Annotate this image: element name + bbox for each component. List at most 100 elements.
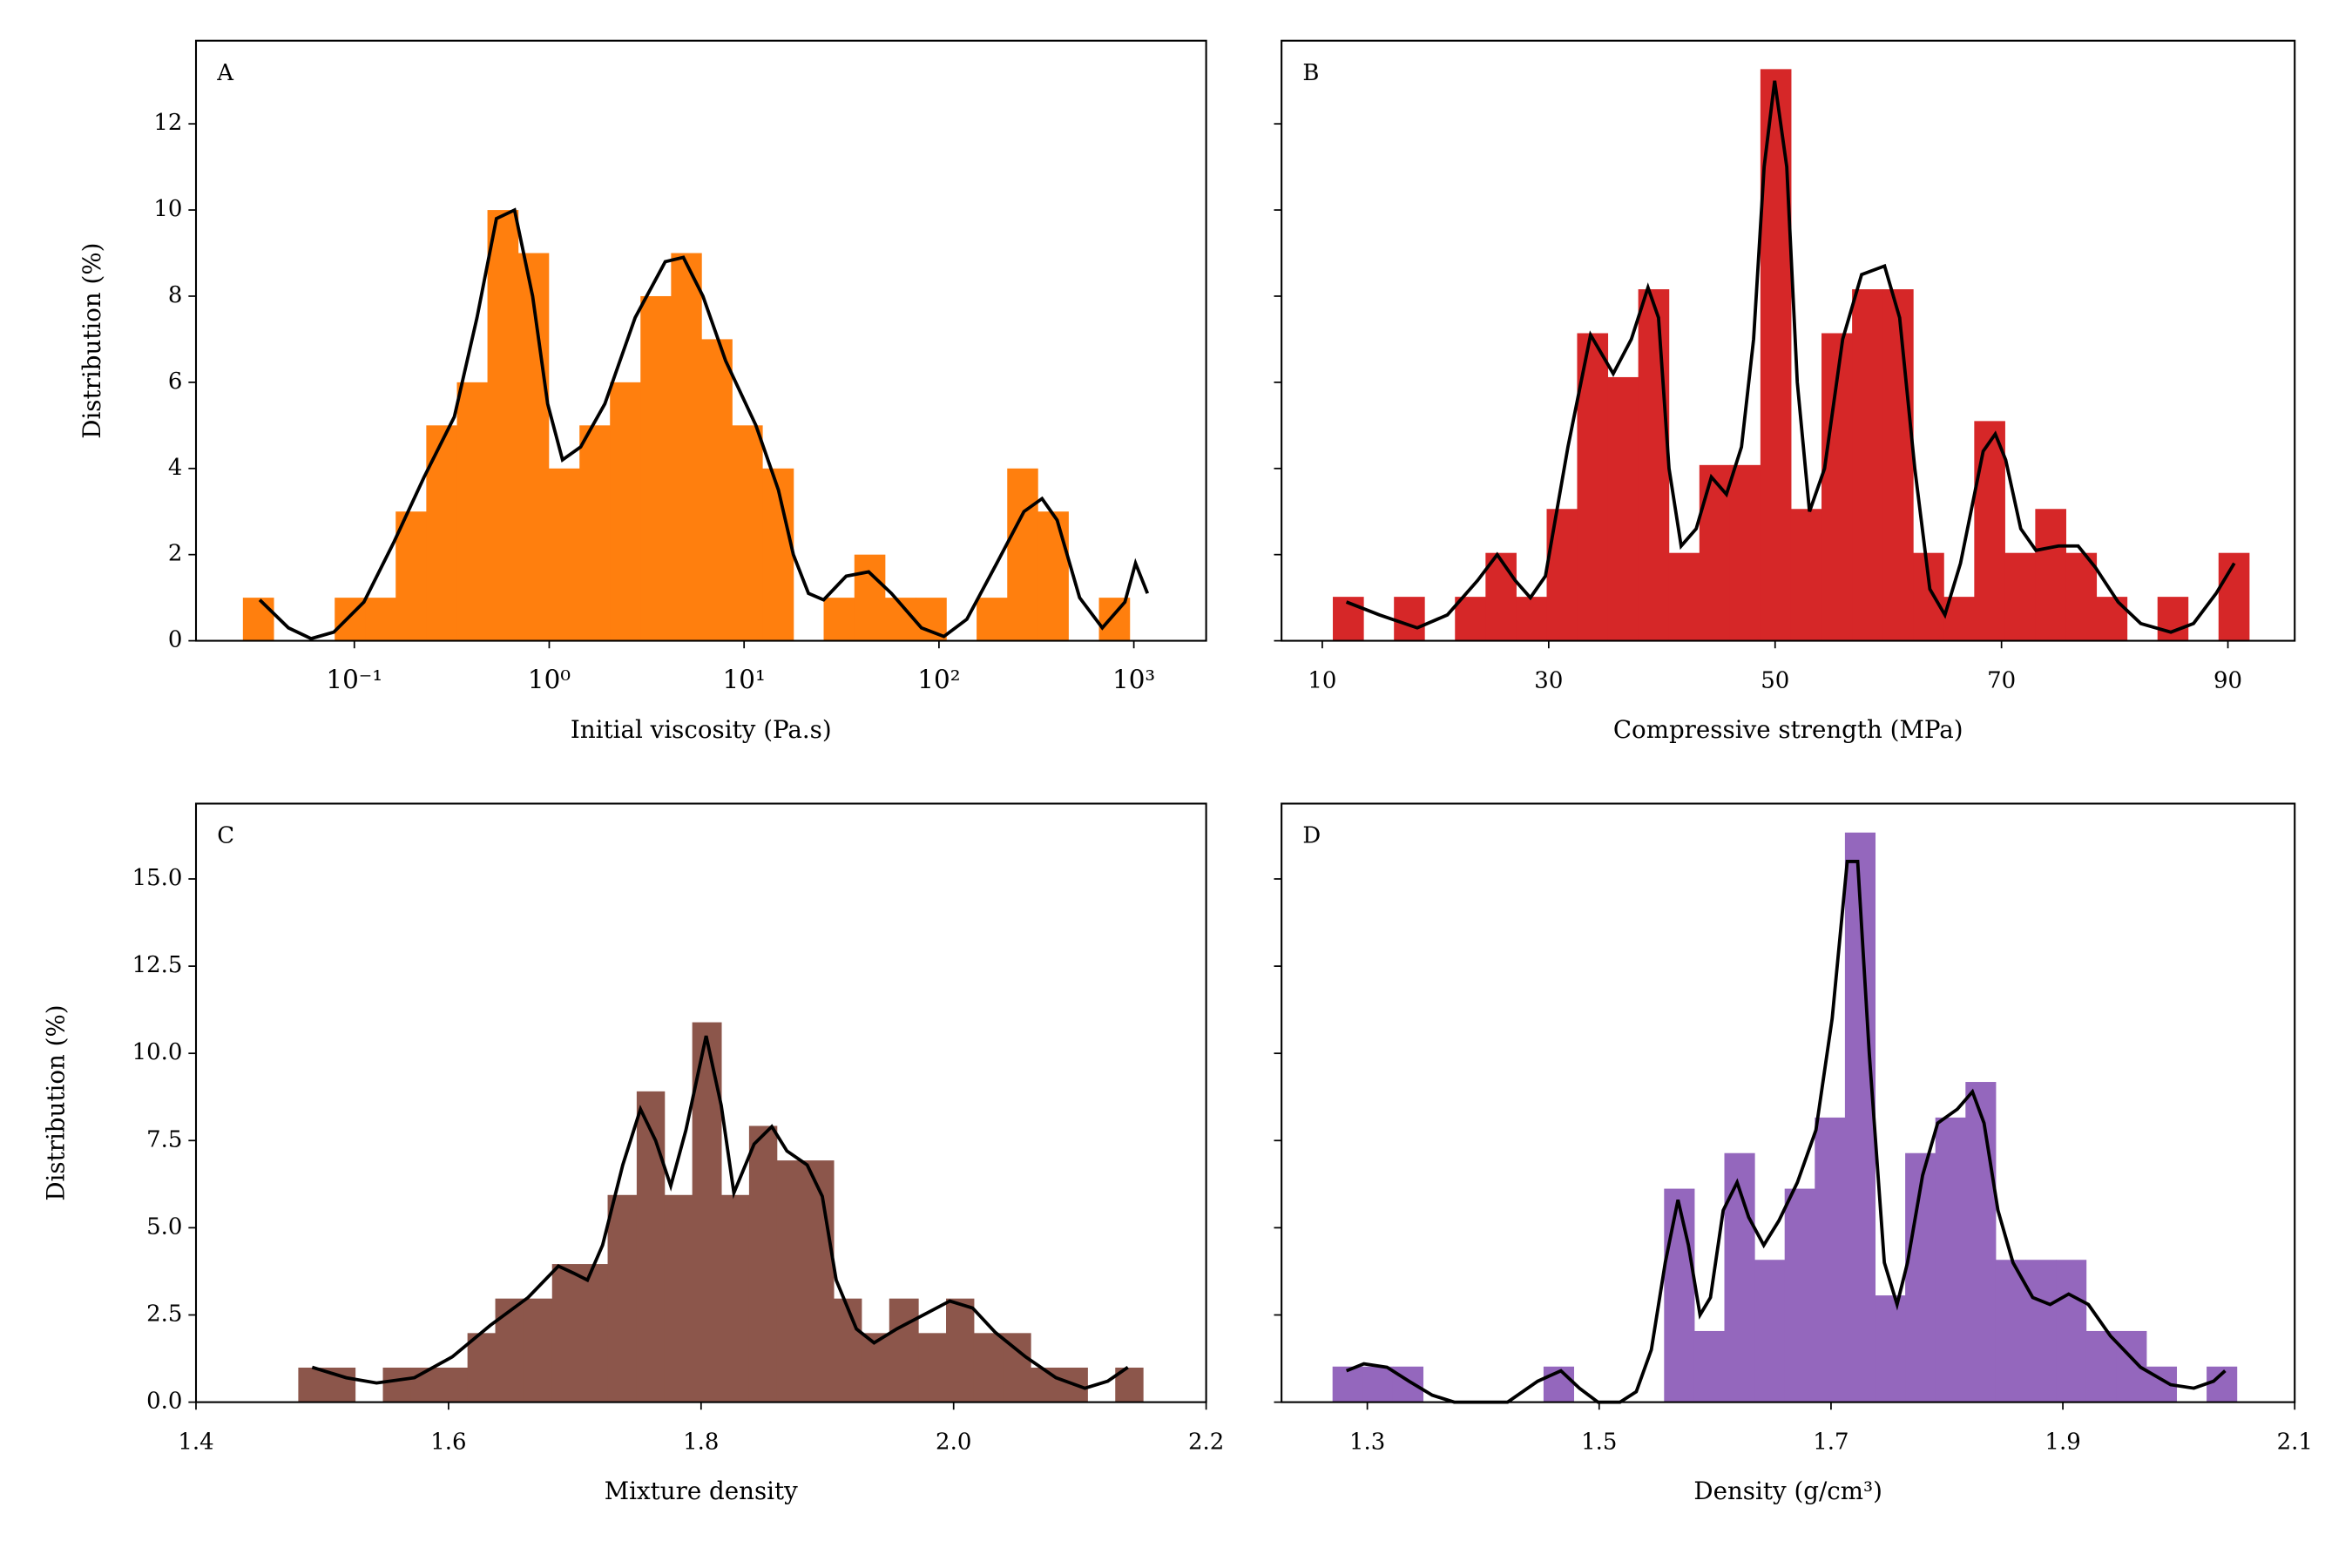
- axes-frame: [194, 39, 1207, 642]
- bar: [610, 382, 641, 641]
- bar: [1935, 1117, 1966, 1402]
- bar: [1965, 1082, 1997, 1402]
- bar: [2218, 552, 2250, 641]
- x-tick-label: 90: [2213, 667, 2242, 693]
- bar: [1852, 289, 1883, 641]
- panel-label: D: [1302, 823, 1321, 849]
- bar: [1693, 1330, 1726, 1402]
- y-tick-label: 8: [168, 282, 183, 308]
- bar: [2085, 1330, 2117, 1402]
- bar: [607, 1194, 638, 1402]
- bar: [1729, 464, 1761, 641]
- y-tick-label: 10: [153, 196, 182, 222]
- bar: [1455, 597, 1486, 641]
- bar: [1815, 1117, 1846, 1402]
- bar: [861, 1333, 890, 1402]
- y-tick-label: 2: [168, 541, 183, 567]
- bar: [918, 1333, 947, 1402]
- bar: [664, 1194, 693, 1402]
- bar: [1003, 1333, 1031, 1402]
- bar: [2025, 1260, 2057, 1402]
- kde-line: [1345, 860, 2227, 1404]
- bar: [732, 425, 763, 641]
- bar: [916, 598, 947, 641]
- bar: [1577, 333, 1609, 641]
- bar: [889, 1298, 919, 1402]
- bar: [1607, 376, 1639, 641]
- y-tick-label: 4: [168, 455, 183, 481]
- bar: [973, 1333, 1004, 1402]
- bar: [2004, 552, 2036, 641]
- bar: [523, 1298, 553, 1402]
- y-tick-label: 15.0: [132, 865, 183, 891]
- bar: [579, 425, 611, 641]
- bar: [579, 1264, 609, 1402]
- x-axis-label: Compressive strength (MPa): [1613, 715, 1963, 744]
- x-tick-label: 70: [1987, 667, 2016, 693]
- bar: [2096, 597, 2128, 641]
- bar: [456, 382, 489, 641]
- bar: [298, 1367, 327, 1402]
- bar: [1007, 468, 1038, 641]
- y-axis-label: Distribution (%): [78, 243, 106, 439]
- bar: [834, 1298, 862, 1402]
- x-tick-label: 2.2: [1188, 1429, 1224, 1455]
- bar: [1362, 1366, 1394, 1402]
- bar: [1664, 1188, 1695, 1402]
- bar: [467, 1333, 497, 1402]
- x-tick-label: 10⁰: [528, 665, 571, 694]
- y-tick-label: 2.5: [146, 1301, 182, 1328]
- bar: [640, 295, 672, 641]
- bar: [2056, 1260, 2087, 1402]
- panel-label: B: [1302, 60, 1319, 86]
- x-tick-label: 2.0: [936, 1429, 971, 1455]
- x-tick-label: 10¹: [723, 665, 766, 694]
- bar: [242, 598, 274, 641]
- bar: [495, 1298, 524, 1402]
- x-tick-label: 2.1: [2277, 1429, 2313, 1455]
- bar: [2035, 509, 2066, 641]
- y-tick-label: 12.5: [132, 952, 183, 978]
- x-tick-label: 1.4: [178, 1429, 213, 1455]
- bar: [1037, 511, 1069, 641]
- bar: [701, 339, 733, 641]
- bar: [671, 253, 702, 641]
- bar: [426, 425, 458, 641]
- bar: [762, 468, 794, 641]
- bar: [636, 1091, 666, 1402]
- bar: [1995, 1260, 2027, 1402]
- bar: [1974, 421, 2005, 641]
- x-tick-label: 10: [1308, 667, 1336, 693]
- bar: [946, 1298, 975, 1402]
- bar: [1882, 289, 1914, 641]
- x-axis-label: Mixture density: [605, 1477, 798, 1505]
- bar: [1516, 597, 1548, 641]
- bar: [1031, 1367, 1059, 1402]
- bar: [1394, 597, 1425, 641]
- bar: [804, 1160, 835, 1402]
- y-axis-label: Distribution (%): [41, 1004, 70, 1200]
- x-axis-label: Density (g/cm³): [1693, 1477, 1882, 1505]
- y-tick-label: 0.0: [146, 1389, 182, 1415]
- bar: [854, 554, 886, 641]
- bar: [395, 511, 427, 641]
- bar: [1485, 552, 1517, 641]
- bar: [1332, 1366, 1363, 1402]
- kde-line: [311, 1035, 1129, 1390]
- bar: [438, 1367, 469, 1402]
- bar: [776, 1160, 806, 1402]
- panel-label: C: [217, 823, 234, 849]
- bar: [1754, 1260, 1786, 1402]
- y-tick-label: 6: [168, 368, 183, 395]
- bar: [365, 598, 396, 641]
- bar: [1098, 598, 1131, 641]
- bar: [1668, 552, 1700, 641]
- axes-frame: [1281, 802, 2296, 1403]
- y-tick-label: 5.0: [146, 1213, 182, 1240]
- x-tick-label: 10³: [1112, 665, 1155, 694]
- y-tick-label: 0: [168, 627, 183, 653]
- x-tick-label: 1.3: [1349, 1429, 1385, 1455]
- bar: [382, 1367, 411, 1402]
